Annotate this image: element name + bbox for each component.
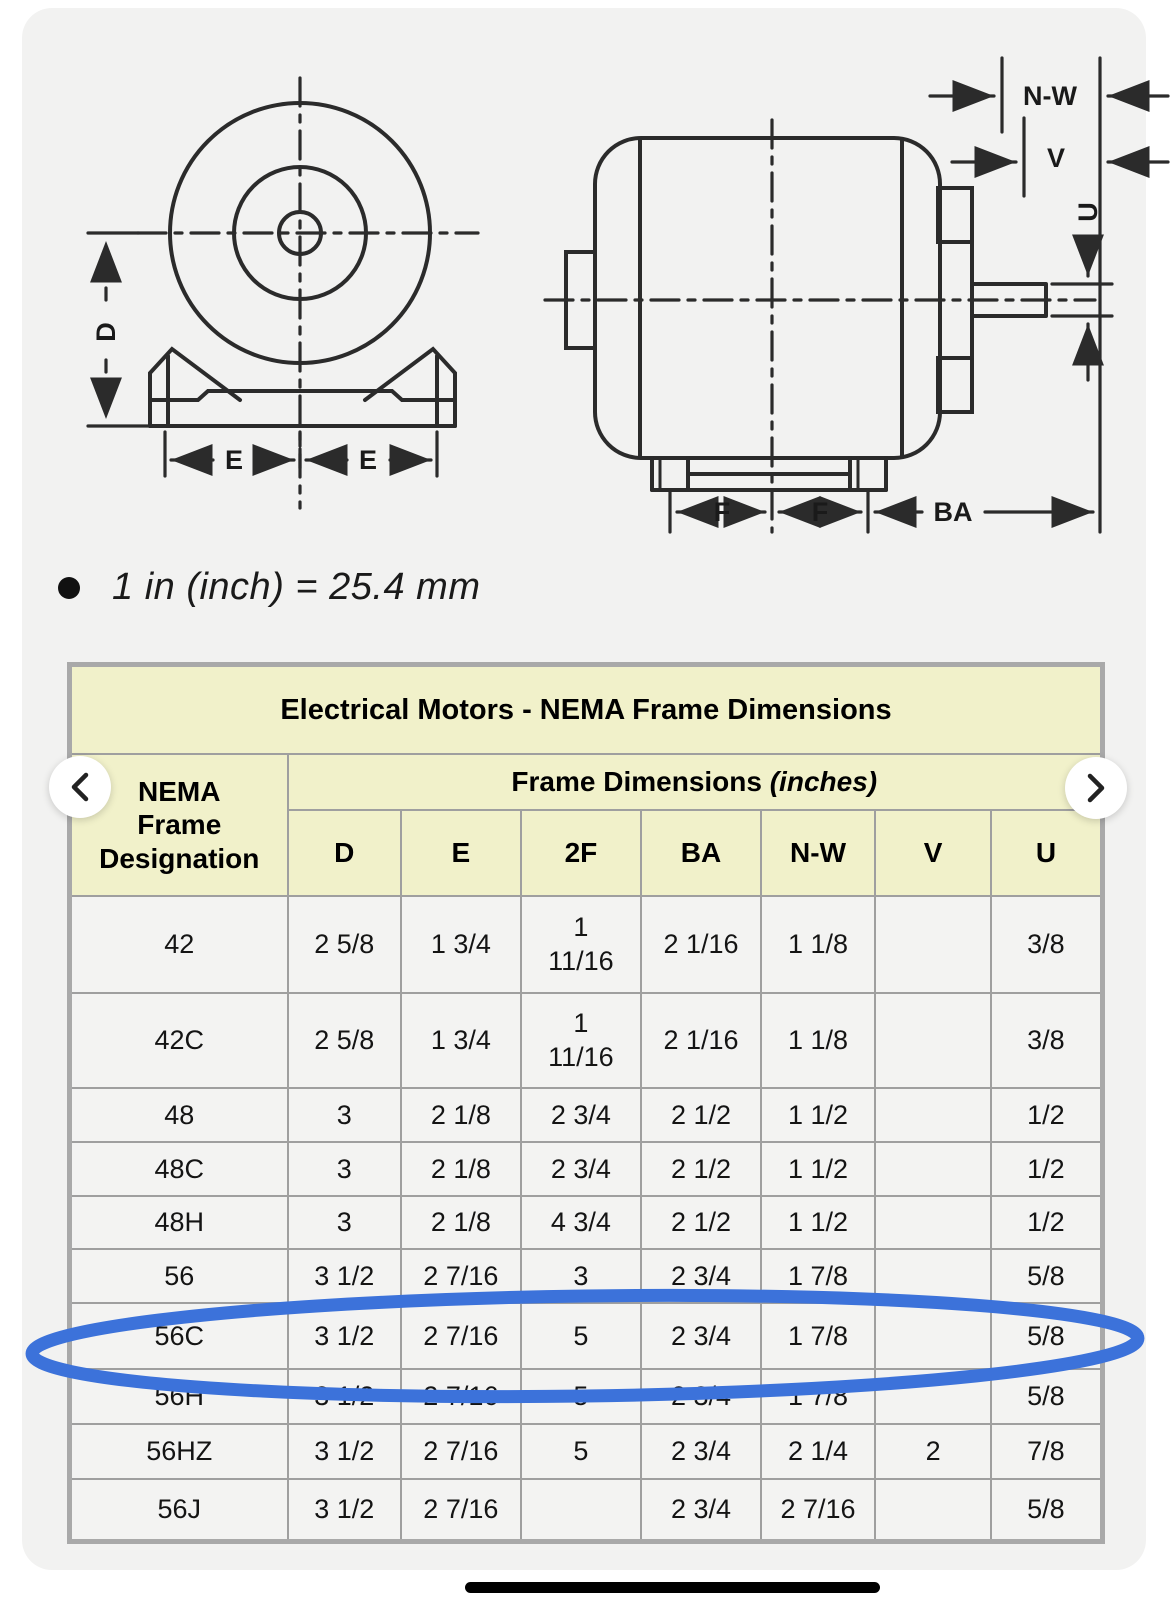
- column-header-e: E: [400, 809, 522, 897]
- table-title: Electrical Motors - NEMA Frame Dimension…: [68, 663, 1104, 755]
- column-group-header: Frame Dimensions (inches): [286, 753, 1104, 811]
- table-row: 42 2 5/8 1 3/4 1 11/16 2 1/16 1 1/8 3/8: [68, 895, 1104, 994]
- motor-side-view-diagram: N-W V U F F BA: [543, 56, 1170, 534]
- column-header-nw: N-W: [759, 809, 877, 897]
- nema-dimensions-table: Electrical Motors - NEMA Frame Dimension…: [67, 662, 1105, 1544]
- table-row: 42C 2 5/8 1 3/4 1 11/16 2 1/16 1 1/8 3/8: [68, 992, 1104, 1089]
- chevron-left-icon: [71, 772, 89, 802]
- column-header-v: V: [874, 809, 992, 897]
- dim-label-u: U: [1073, 202, 1103, 222]
- prev-page-button[interactable]: [49, 756, 111, 818]
- table-row: 56HZ 3 1/2 2 7/16 5 2 3/4 2 1/4 2 7/8: [68, 1423, 1104, 1480]
- column-header-u: U: [989, 809, 1104, 897]
- dim-label-e-left: E: [225, 445, 243, 475]
- dim-label-v: V: [1047, 143, 1065, 173]
- table-row: 56J 3 1/2 2 7/16 2 3/4 2 7/16 5/8: [68, 1478, 1104, 1542]
- home-indicator[interactable]: [465, 1582, 880, 1593]
- column-header-d: D: [286, 809, 403, 897]
- table-title-row: Electrical Motors - NEMA Frame Dimension…: [68, 663, 1104, 755]
- table-row: 48C 3 2 1/8 2 3/4 2 1/2 1 1/2 1/2: [68, 1141, 1104, 1197]
- column-header-2f: 2F: [519, 809, 643, 897]
- dim-label-d: D: [91, 322, 121, 342]
- next-page-button[interactable]: [1065, 757, 1127, 819]
- table-row-highlighted: 56C 3 1/2 2 7/16 5 2 3/4 1 7/8 5/8: [68, 1302, 1104, 1370]
- dim-label-ba: BA: [934, 497, 973, 527]
- dim-label-f-left: F: [714, 497, 731, 527]
- bullet-icon: [58, 576, 80, 599]
- dim-label-e-right: E: [359, 445, 377, 475]
- table-column-header-row: D E 2F BA N-W V U: [70, 809, 1104, 897]
- unit-conversion-note: 1 in (inch) = 25.4 mm: [58, 566, 1058, 609]
- table-row: 48 3 2 1/8 2 3/4 2 1/2 1 1/2 1/2: [68, 1087, 1104, 1143]
- motor-dimension-diagram: D E E N-W: [86, 56, 1170, 534]
- table-row: 56H 3 1/2 2 7/16 5 2 3/4 1 7/8 5/8: [68, 1368, 1104, 1425]
- dim-label-f-right: F: [812, 497, 829, 527]
- table-row: 48H 3 2 1/8 4 3/4 2 1/2 1 1/2 1/2: [68, 1195, 1104, 1250]
- column-header-ba: BA: [640, 809, 762, 897]
- chevron-right-icon: [1087, 773, 1105, 803]
- unit-conversion-text: 1 in (inch) = 25.4 mm: [112, 566, 481, 608]
- table-row: 56 3 1/2 2 7/16 3 2 3/4 1 7/8 5/8: [68, 1248, 1104, 1304]
- table-group-header-row: NEMA Frame Designation Frame Dimensions …: [68, 753, 1104, 897]
- dim-label-nw: N-W: [1023, 81, 1077, 111]
- motor-front-view-diagram: D E E: [86, 76, 480, 510]
